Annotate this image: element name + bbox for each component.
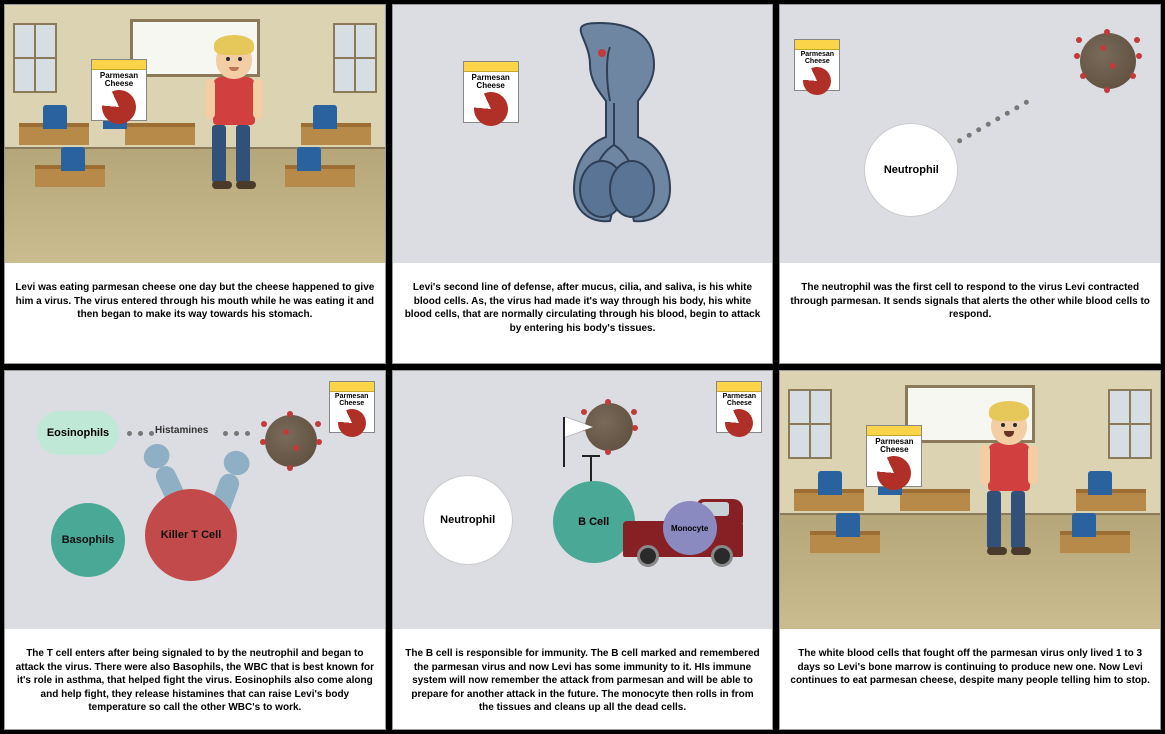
- storyboard-panel-3: ParmesanCheese Neutrophil The neutrophil…: [779, 4, 1161, 364]
- window-icon: [333, 23, 377, 93]
- cell-label: Killer T Cell: [161, 529, 222, 541]
- chair: [818, 471, 842, 495]
- scene-respiratory: ParmesanCheese: [393, 5, 773, 263]
- killer-t-cell: Killer T Cell: [145, 489, 237, 581]
- scene-neutrophil: ParmesanCheese Neutrophil: [780, 5, 1160, 263]
- character-levi: [201, 41, 267, 189]
- chair: [836, 513, 860, 537]
- scene-tcell-attack: ParmesanCheese Eosinophils Histamines: [5, 371, 385, 629]
- storyboard-panel-5: ParmesanCheese Neutrophil B Cell: [392, 370, 774, 730]
- virus-icon: [1080, 33, 1136, 89]
- histamine-path: [223, 431, 250, 436]
- parmesan-package: ParmesanCheese: [463, 61, 519, 123]
- cell-label: Neutrophil: [884, 164, 939, 176]
- parmesan-package: ParmesanCheese: [91, 59, 147, 121]
- scene-classroom-2: ParmesanCheese: [780, 371, 1160, 629]
- virus-icon: [265, 415, 317, 467]
- window-icon: [788, 389, 832, 459]
- panel-caption: The neutrophil was the first cell to res…: [780, 263, 1160, 363]
- chair: [1072, 513, 1096, 537]
- neutrophil-cell: Neutrophil: [423, 475, 513, 565]
- storyboard-panel-1: ParmesanCheese Levi was eating parmesan …: [4, 4, 386, 364]
- desk: [125, 123, 195, 145]
- panel-caption: Levi was eating parmesan cheese one day …: [5, 263, 385, 363]
- cell-label: Eosinophils: [47, 427, 109, 439]
- desk: [900, 489, 970, 511]
- storyboard-panel-6: ParmesanCheese The white blood cells tha…: [779, 370, 1161, 730]
- cell-label: B Cell: [578, 516, 609, 528]
- panel-caption: The T cell enters after being signaled t…: [5, 629, 385, 729]
- chair: [43, 105, 67, 129]
- scene-classroom-1: ParmesanCheese: [5, 5, 385, 263]
- scene-bcell: ParmesanCheese Neutrophil B Cell: [393, 371, 773, 629]
- histamines-label: Histamines: [155, 425, 208, 436]
- respiratory-diagram: [514, 17, 684, 232]
- character-levi: [976, 407, 1042, 555]
- cheese-wedge-icon: [721, 404, 758, 441]
- cheese-wedge-icon: [333, 404, 370, 441]
- parmesan-label: ParmesanCheese: [867, 436, 921, 454]
- storyboard-panel-2: ParmesanCheese Levi's second line of def…: [392, 4, 774, 364]
- monocyte-cell: Monocyte: [663, 501, 717, 555]
- basophils-cell: Basophils: [51, 503, 125, 577]
- parmesan-label: ParmesanCheese: [464, 72, 518, 90]
- signal-path: [957, 99, 1031, 144]
- chair: [61, 147, 85, 171]
- cheese-wedge-icon: [468, 86, 513, 131]
- parmesan-label: ParmesanCheese: [330, 392, 374, 407]
- histamine-path: [127, 431, 154, 436]
- parmesan-label: ParmesanCheese: [92, 70, 146, 88]
- chair: [297, 147, 321, 171]
- storyboard-panel-4: ParmesanCheese Eosinophils Histamines: [4, 370, 386, 730]
- parmesan-label: ParmesanCheese: [795, 50, 839, 65]
- chair: [1088, 471, 1112, 495]
- panel-caption: Levi's second line of defense, after muc…: [393, 263, 773, 363]
- marker-line: [582, 455, 600, 457]
- window-icon: [13, 23, 57, 93]
- flag-icon: [563, 417, 565, 467]
- parmesan-package: ParmesanCheese: [716, 381, 762, 433]
- parmesan-package: ParmesanCheese: [329, 381, 375, 433]
- panel-caption: The white blood cells that fought off th…: [780, 629, 1160, 729]
- cheese-wedge-icon: [799, 62, 836, 99]
- parmesan-label: ParmesanCheese: [717, 392, 761, 407]
- eosinophils-cell: Eosinophils: [37, 411, 119, 455]
- chair: [313, 105, 337, 129]
- parmesan-package: ParmesanCheese: [866, 425, 922, 487]
- window-icon: [1108, 389, 1152, 459]
- neutrophil-cell: Neutrophil: [864, 123, 958, 217]
- cell-label: Monocyte: [671, 524, 708, 533]
- panel-caption: The B cell is responsible for immunity. …: [393, 629, 773, 729]
- cell-label: Basophils: [62, 534, 115, 546]
- cell-label: Neutrophil: [440, 514, 495, 526]
- parmesan-package: ParmesanCheese: [794, 39, 840, 91]
